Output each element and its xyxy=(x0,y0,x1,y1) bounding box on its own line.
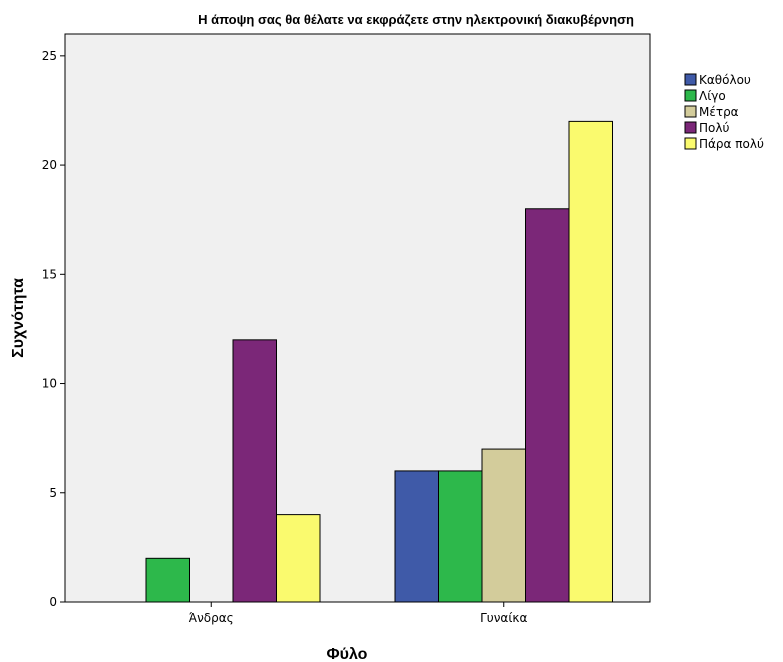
legend-swatch xyxy=(684,137,697,150)
bar xyxy=(525,208,570,603)
x-axis: Άνδρας Γυναίκα xyxy=(189,602,527,625)
legend-label: Πάρα πολύ xyxy=(699,137,764,151)
y-tick-label: 5 xyxy=(49,486,57,500)
y-tick-label: 15 xyxy=(42,267,57,281)
y-tick-label: 20 xyxy=(42,158,57,172)
bar xyxy=(394,470,439,603)
legend-label: Μέτρα xyxy=(699,105,739,119)
x-tick-label: Άνδρας xyxy=(189,611,234,625)
bar xyxy=(481,448,526,603)
legend-swatch xyxy=(684,105,697,118)
bar xyxy=(232,339,277,603)
legend-label: Λίγο xyxy=(699,89,726,103)
bar xyxy=(276,514,321,603)
legend-swatch xyxy=(684,73,697,86)
y-tick-label: 25 xyxy=(42,49,57,63)
bar xyxy=(145,557,190,603)
y-tick-label: 0 xyxy=(49,595,57,609)
x-axis-title: Φύλο xyxy=(327,646,368,662)
y-axis: 0 5 10 15 20 25 xyxy=(42,49,65,609)
y-tick-label: 10 xyxy=(42,377,57,391)
legend-swatch xyxy=(684,121,697,134)
legend: Καθόλου Λίγο Μέτρα Πολύ Πάρα πολύ xyxy=(684,73,764,151)
legend-label: Καθόλου xyxy=(699,73,751,87)
bar xyxy=(438,470,483,603)
legend-swatch xyxy=(684,89,697,102)
bar xyxy=(568,120,613,603)
y-axis-title: Συχνότητα xyxy=(10,278,27,358)
chart-title: Η άποψη σας θα θέλατε να εκφράζετε στην … xyxy=(198,12,634,27)
x-tick-label: Γυναίκα xyxy=(480,611,527,625)
legend-label: Πολύ xyxy=(699,121,729,135)
bars xyxy=(145,120,613,603)
